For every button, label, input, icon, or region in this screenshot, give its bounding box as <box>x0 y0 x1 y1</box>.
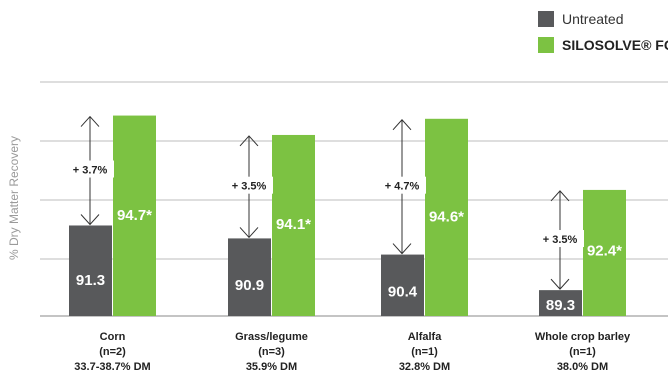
data-label-untreated: 89.3 <box>546 297 575 314</box>
arrow-head-up <box>550 190 570 202</box>
category-label: Corn <box>100 331 126 343</box>
bar-silosolve <box>113 115 156 316</box>
difference-label: + 4.7% <box>385 181 420 193</box>
arrow-head-down <box>550 278 570 290</box>
category-label: 35.9% DM <box>246 361 297 373</box>
legend-swatch-silosolve <box>538 37 554 53</box>
category-label: (n=3) <box>258 346 285 358</box>
difference-label: + 3.7% <box>73 165 108 177</box>
bar-silosolve <box>583 189 626 316</box>
legend-item-silosolve: SILOSOLVE® FC <box>538 34 668 56</box>
category-label: Alfalfa <box>408 331 443 343</box>
legend-label-untreated: Untreated <box>562 11 624 27</box>
bar-silosolve <box>425 118 468 316</box>
data-label-silosolve: 94.6* <box>429 208 464 225</box>
difference-label-bg <box>378 176 426 194</box>
bar-untreated <box>381 254 424 316</box>
difference-label: + 3.5% <box>543 234 578 246</box>
category-label: 33.7-38.7% DM <box>74 361 150 373</box>
category-label: 32.8% DM <box>399 361 450 373</box>
category-label: Whole crop barley <box>535 331 631 343</box>
legend-label-silosolve: SILOSOLVE® FC <box>562 37 668 53</box>
legend: Untreated SILOSOLVE® FC <box>538 8 668 60</box>
data-label-silosolve: 94.1* <box>276 216 311 233</box>
arrow-head-up <box>80 115 100 127</box>
arrow-head-up <box>239 135 259 147</box>
arrow-head-down <box>239 227 259 239</box>
difference-label-bg <box>536 230 584 248</box>
arrow-head-down <box>80 214 100 226</box>
y-axis-label: % Dry Matter Recovery <box>7 136 21 260</box>
difference-label-bg <box>66 160 114 178</box>
arrow-head-down <box>392 243 412 255</box>
data-label-untreated: 91.3 <box>76 272 105 289</box>
category-label: (n=1) <box>411 346 438 358</box>
arrow-head-up <box>392 119 412 131</box>
bar-untreated <box>228 238 271 316</box>
category-label: (n=2) <box>99 346 126 358</box>
data-label-untreated: 90.4 <box>388 283 418 300</box>
legend-item-untreated: Untreated <box>538 8 668 30</box>
bar-untreated <box>69 225 112 316</box>
bar-untreated <box>539 290 582 316</box>
category-label: Grass/legume <box>235 331 308 343</box>
category-label: (n=1) <box>569 346 596 358</box>
legend-swatch-untreated <box>538 11 554 27</box>
data-label-untreated: 90.9 <box>235 277 264 294</box>
bar-silosolve <box>272 134 315 316</box>
data-label-silosolve: 94.7* <box>117 207 152 224</box>
category-label: 38.0% DM <box>557 361 608 373</box>
difference-label: + 3.5% <box>232 181 267 193</box>
difference-label-bg <box>225 176 273 194</box>
data-label-silosolve: 92.4* <box>587 242 622 259</box>
